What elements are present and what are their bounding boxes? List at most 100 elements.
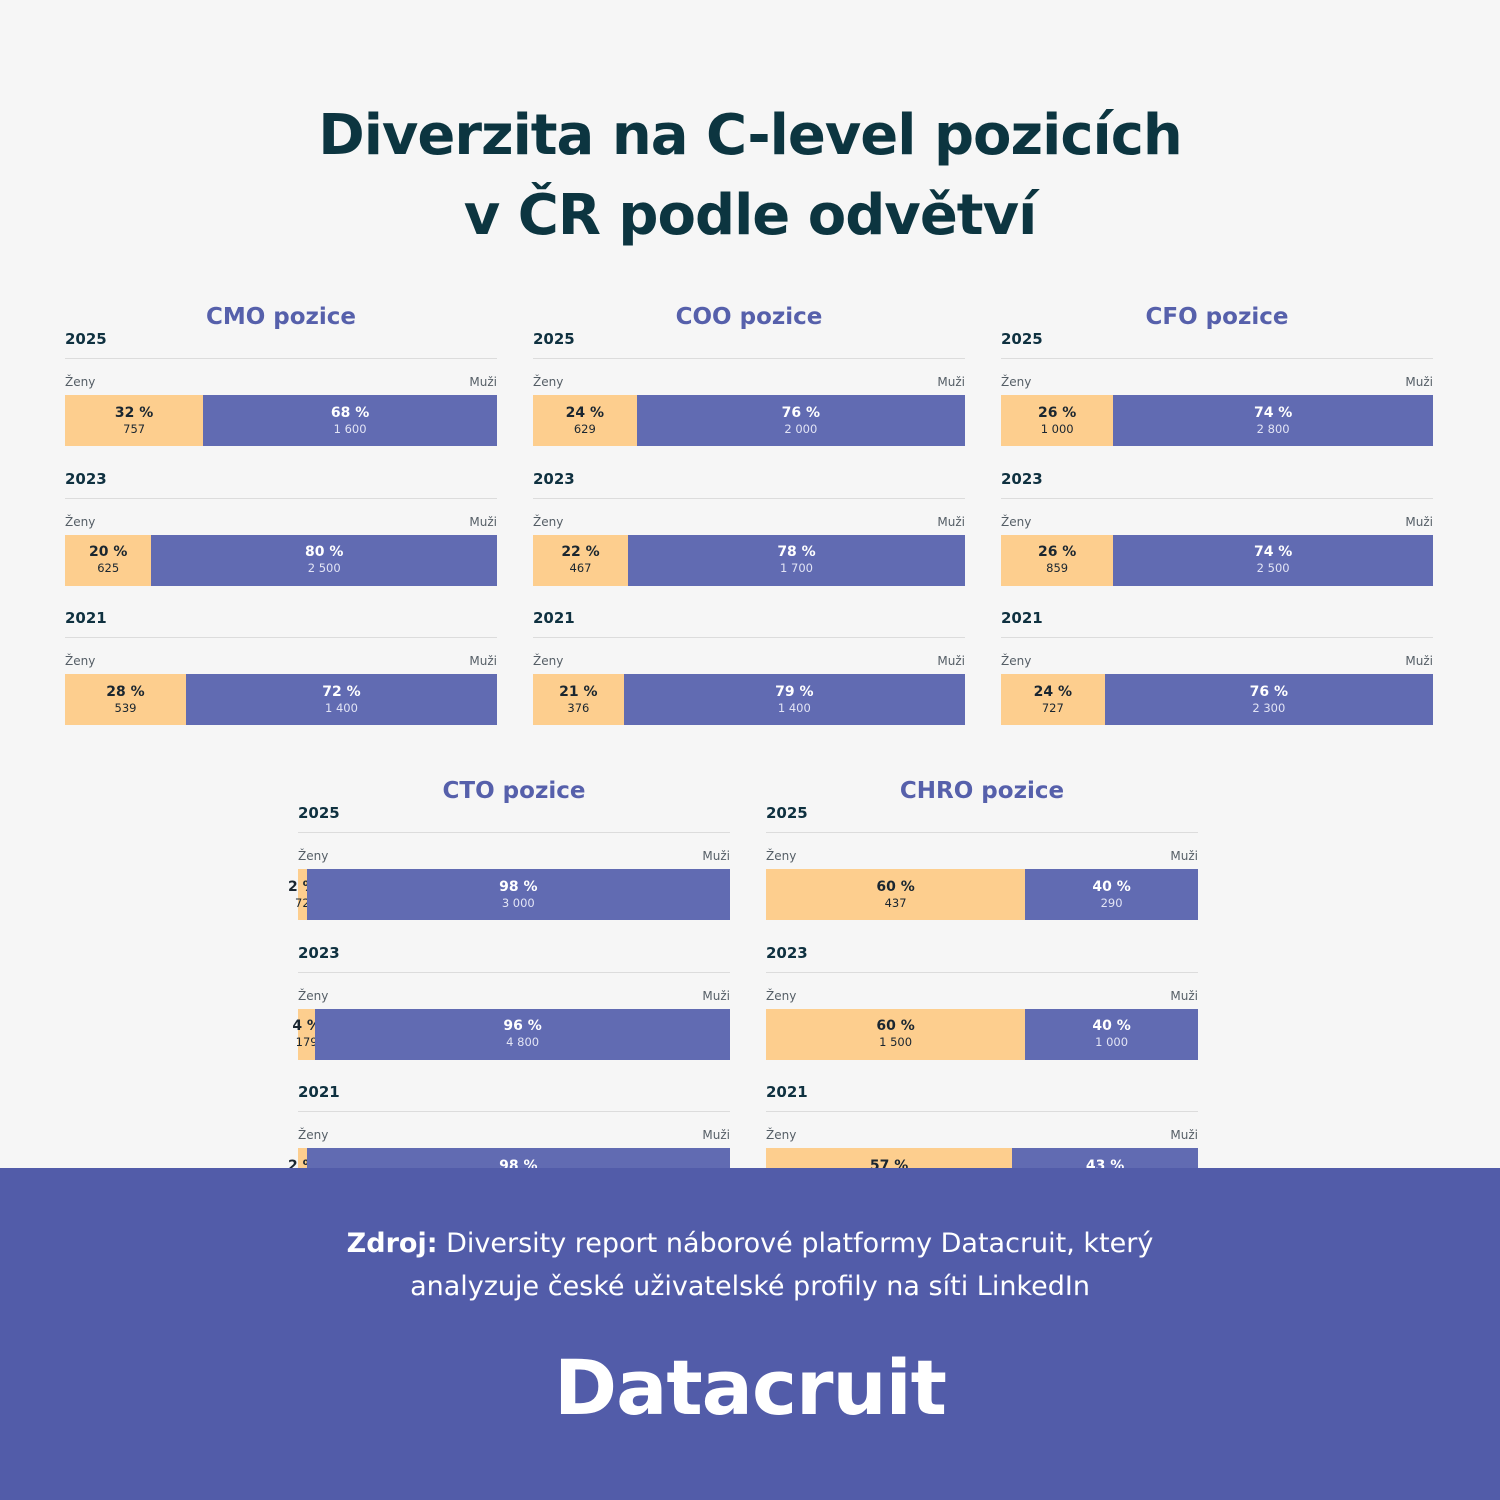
year-block: 2021 Ženy Muži 21 % 376 79 % 1 400 [533, 609, 965, 749]
divider [298, 1111, 730, 1112]
bar-segment-women: 2 % 72 [288, 869, 317, 920]
men-percent-label: 76 % [781, 404, 821, 421]
women-label: Ženy [298, 988, 329, 1003]
bar-segment-men: 76 % 2 000 [636, 395, 965, 446]
men-count-label: 1 600 [333, 421, 367, 436]
men-percent-label: 40 % [1092, 878, 1131, 895]
divider [65, 358, 497, 359]
women-label: Ženy [533, 375, 564, 389]
women-count-label: 437 [884, 895, 907, 910]
men-count-label: 4 800 [506, 1035, 540, 1049]
women-label: Ženy [1001, 514, 1032, 529]
divider [766, 1111, 1198, 1112]
men-percent-label: 68 % [330, 404, 370, 421]
bar-segment-women: 21 % 376 [533, 674, 624, 725]
year-label: 2023 [65, 469, 107, 488]
bar-segment-men: 80 % 2 500 [151, 534, 497, 586]
women-percent-label: 4 % [292, 1018, 321, 1034]
year-block: 2023 Ženy Muži 4 % 179 96 % 4 800 [292, 943, 730, 1084]
year-block: 2025 Ženy Muži 2 % 72 98 % 3 000 [288, 804, 730, 944]
men-percent-label: 98 % [499, 878, 538, 895]
men-label: Muži [1405, 375, 1433, 389]
women-label: Ženy [1001, 654, 1032, 668]
divider [65, 497, 497, 499]
women-percent-label: 28 % [106, 683, 145, 700]
women-label: Ženy [766, 988, 797, 1003]
women-label: Ženy [65, 514, 96, 529]
bar-segment-women: 60 % 1 500 [766, 1008, 1026, 1060]
bar-segment-men: 74 % 2 500 [1113, 534, 1433, 586]
stacked-bar: 32 % 757 68 % 1 600 [65, 395, 497, 446]
stacked-bar: 60 % 1 500 40 % 1 000 [766, 1008, 1198, 1060]
year-label: 2025 [533, 330, 575, 348]
women-percent-label: 32 % [114, 404, 154, 421]
men-label: Muži [1170, 988, 1198, 1003]
chart-panel-cto: CTO pozice 2025 Ženy Muži 2 % 72 98 % 3 000 2023… [288, 774, 730, 1204]
source-line-2: analyzuje české uživatelské profily na s… [410, 1271, 1090, 1302]
women-count-label: 467 [569, 561, 592, 575]
men-label: Muži [469, 654, 497, 668]
women-count-label: 1 000 [1040, 421, 1074, 436]
year-block: 2025 Ženy Muži 60 % 437 40 % 290 [766, 804, 1198, 944]
men-label: Muži [702, 988, 730, 1003]
men-label: Muži [702, 1128, 730, 1142]
bar-segment-women: 26 % 1 000 [1001, 395, 1114, 446]
women-label: Ženy [533, 654, 564, 668]
bar-segment-women: 4 % 179 [292, 1008, 321, 1060]
men-count-label: 1 400 [325, 700, 358, 715]
women-count-label: 376 [567, 700, 590, 715]
source-note: Zdroj: Diversity report náborové platfor… [0, 1222, 1500, 1308]
year-label: 2025 [766, 804, 808, 822]
men-label: Muži [1170, 1128, 1198, 1142]
bar-segment-men: 74 % 2 800 [1113, 395, 1433, 446]
year-label: 2021 [298, 1083, 340, 1101]
men-count-label: 3 000 [501, 895, 535, 910]
bar-segment-men: 72 % 1 400 [185, 674, 497, 725]
source-line-1: Zdroj: Diversity report náborové platfor… [0, 1222, 1500, 1265]
chart-title: CMO pozice [205, 304, 357, 330]
stacked-bar: 26 % 859 74 % 2 500 [1001, 534, 1433, 586]
chart-title: CHRO pozice [899, 778, 1065, 804]
year-label: 2021 [766, 1083, 808, 1101]
stacked-bar: 28 % 539 72 % 1 400 [65, 674, 497, 725]
men-label: Muži [469, 375, 497, 389]
bar-segment-women: 20 % 625 [65, 534, 152, 586]
men-label: Muži [937, 654, 965, 668]
men-label: Muži [937, 514, 965, 529]
men-label: Muži [937, 375, 965, 389]
women-label: Ženy [65, 654, 96, 668]
year-block: 2021 Ženy Muži 28 % 539 72 % 1 400 [65, 609, 497, 749]
stacked-bar: 26 % 1 000 74 % 2 800 [1001, 395, 1433, 446]
source-text-1: Diversity report náborové platformy Data… [437, 1228, 1154, 1259]
women-label: Ženy [298, 849, 329, 863]
year-label: 2021 [1001, 609, 1043, 627]
chart-panel-coo: COO pozice 2025 Ženy Muži 24 % 629 76 % 2 000 20… [533, 300, 965, 730]
chart-panel-cmo: CMO pozice 2025 Ženy Muži 32 % 757 68 % 1 600 20… [65, 300, 497, 730]
bar-segment-men: 76 % 2 300 [1104, 674, 1433, 725]
men-percent-label: 40 % [1092, 1018, 1131, 1034]
women-count-label: 859 [1046, 561, 1069, 575]
year-block: 2025 Ženy Muži 24 % 629 76 % 2 000 [533, 330, 965, 470]
women-percent-label: 24 % [565, 404, 605, 421]
year-label: 2025 [1001, 330, 1043, 348]
footer [0, 1168, 1500, 1500]
women-count-label: 625 [97, 561, 120, 575]
men-label: Muži [1405, 654, 1433, 668]
men-percent-label: 76 % [1249, 683, 1289, 700]
men-percent-label: 78 % [777, 544, 816, 560]
bar-segment-men: 40 % 290 [1025, 869, 1198, 920]
stacked-bar: 22 % 467 78 % 1 700 [533, 534, 965, 586]
divider [1001, 358, 1433, 359]
source-label: Zdroj: [346, 1228, 438, 1259]
men-percent-label: 96 % [503, 1018, 542, 1034]
men-percent-label: 79 % [775, 683, 814, 700]
chart-title: COO pozice [675, 304, 823, 330]
stacked-bar: 4 % 179 96 % 4 800 [292, 1008, 730, 1060]
year-label: 2023 [766, 943, 808, 962]
year-block: 2023 Ženy Muži 20 % 625 80 % 2 500 [65, 470, 497, 610]
year-block: 2021 Ženy Muži 24 % 727 76 % 2 300 [1001, 609, 1433, 749]
bar-segment-women: 24 % 727 [1001, 674, 1105, 725]
bar-segment-men: 78 % 1 700 [628, 534, 965, 586]
women-count-label: 539 [114, 700, 137, 715]
year-label: 2023 [298, 943, 340, 962]
